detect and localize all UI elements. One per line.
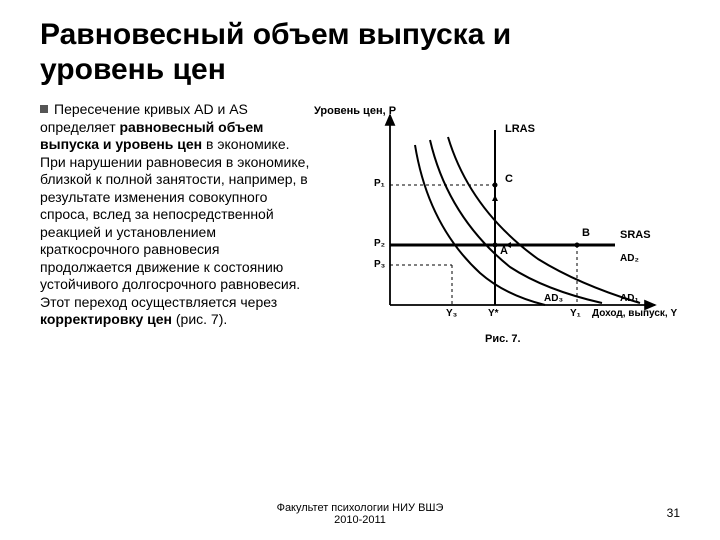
label-point-a: A: [500, 245, 508, 257]
text-column: Пересечение кривых AD и AS определяет ра…: [40, 101, 310, 375]
label-ad3: AD₃: [544, 293, 563, 304]
para-1d: корректировку цен: [40, 311, 172, 327]
content-area: Пересечение кривых AD и AS определяет ра…: [40, 101, 680, 375]
label-point-b: B: [582, 227, 590, 239]
title-line1: Равновесный объем выпуска и: [40, 18, 511, 51]
label-y-axis: Уровень цен, P: [314, 105, 396, 117]
footer-line1: Факультет психологии НИУ ВШЭ: [277, 502, 444, 514]
label-point-c: C: [505, 173, 513, 185]
para-1e: (рис. 7).: [172, 311, 227, 327]
label-ad1: AD₁: [620, 293, 639, 304]
footer-line2: 2010-2011: [334, 514, 386, 526]
label-p2: P₂: [374, 238, 385, 249]
bullet-icon: [40, 105, 48, 113]
label-x-axis: Доход, выпуск, Y: [592, 308, 677, 319]
diagram-caption: Рис. 7.: [485, 333, 521, 345]
para-1c: в экономике. При нарушении равновесия в …: [40, 136, 309, 310]
label-y1: Y₁: [570, 308, 581, 319]
label-lras: LRAS: [505, 123, 535, 135]
slide-title: Равновесный объем выпуска и уровень цен: [40, 18, 680, 87]
equilibrium-diagram: Уровень цен, P LRAS SRAS C A B P₁ P₂ P₃ …: [320, 105, 680, 375]
label-p3: P₃: [374, 259, 385, 270]
label-ystar: Y*: [488, 308, 499, 319]
label-y3: Y₃: [446, 308, 457, 319]
diagram-column: Уровень цен, P LRAS SRAS C A B P₁ P₂ P₃ …: [320, 101, 680, 375]
label-p1: P₁: [374, 178, 385, 189]
title-line2: уровень цен: [40, 53, 226, 86]
label-ad2: AD₂: [620, 253, 639, 264]
slide-footer: Факультет психологии НИУ ВШЭ 2010-2011: [0, 502, 720, 526]
label-sras: SRAS: [620, 229, 651, 241]
page-number: 31: [667, 506, 680, 520]
